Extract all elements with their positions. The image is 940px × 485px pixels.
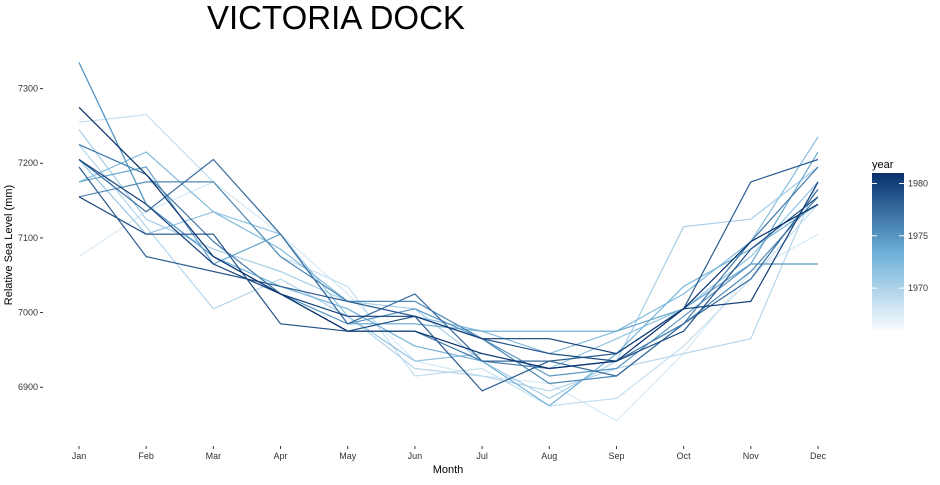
series-line-1969 xyxy=(78,129,819,399)
x-tick-label: Feb xyxy=(138,451,154,461)
series-line-1967 xyxy=(78,114,819,407)
series-line-1966 xyxy=(78,181,819,422)
x-tick-label: Aug xyxy=(541,451,557,461)
x-tick-label: Nov xyxy=(743,451,760,461)
x-tick-label: Mar xyxy=(206,451,222,461)
y-axis-label: Relative Sea Level (mm) xyxy=(3,185,15,305)
series-line-1970 xyxy=(78,159,819,370)
series-line-1975 xyxy=(78,181,819,385)
x-tick-label: Dec xyxy=(810,451,827,461)
y-axis: 6900 7000 7100 7200 7300 xyxy=(18,84,43,392)
series-lines xyxy=(78,62,819,422)
x-tick-label: Apr xyxy=(274,451,288,461)
series-line-1981 xyxy=(78,106,819,370)
x-tick-label: May xyxy=(339,451,357,461)
x-tick-label: Oct xyxy=(677,451,692,461)
x-axis: Jan Feb Mar Apr May Jun Jul Aug Sep Oct Nov Dec xyxy=(72,446,827,461)
y-tick-label: 7000 xyxy=(18,308,38,318)
series-line-1976 xyxy=(78,144,819,370)
x-tick-label: Jun xyxy=(408,451,423,461)
legend-colorbar xyxy=(872,173,904,330)
y-tick-label: 6900 xyxy=(18,382,38,392)
series-line-1979 xyxy=(78,196,819,362)
chart-title: VICTORIA DOCK xyxy=(207,0,465,36)
x-tick-label: Jul xyxy=(476,451,488,461)
x-axis-label: Month xyxy=(433,464,464,476)
y-tick-label: 7300 xyxy=(18,84,38,94)
legend: year 1970 1975 1980 xyxy=(872,159,928,330)
legend-title: year xyxy=(872,159,894,171)
y-tick-label: 7100 xyxy=(18,233,38,243)
x-tick-label: Jan xyxy=(72,451,87,461)
series-line-1973 xyxy=(78,151,819,332)
series-line-1971 xyxy=(78,136,819,355)
legend-tick-label: 1980 xyxy=(908,178,928,188)
series-line-1980 xyxy=(78,159,819,355)
series-line-1968 xyxy=(78,144,819,392)
legend-tick-label: 1970 xyxy=(908,283,928,293)
legend-ticks: 1970 1975 1980 xyxy=(872,178,928,293)
legend-tick-label: 1975 xyxy=(908,231,928,241)
series-line-1978 xyxy=(78,158,819,392)
x-tick-label: Sep xyxy=(608,451,624,461)
y-tick-label: 7200 xyxy=(18,158,38,168)
